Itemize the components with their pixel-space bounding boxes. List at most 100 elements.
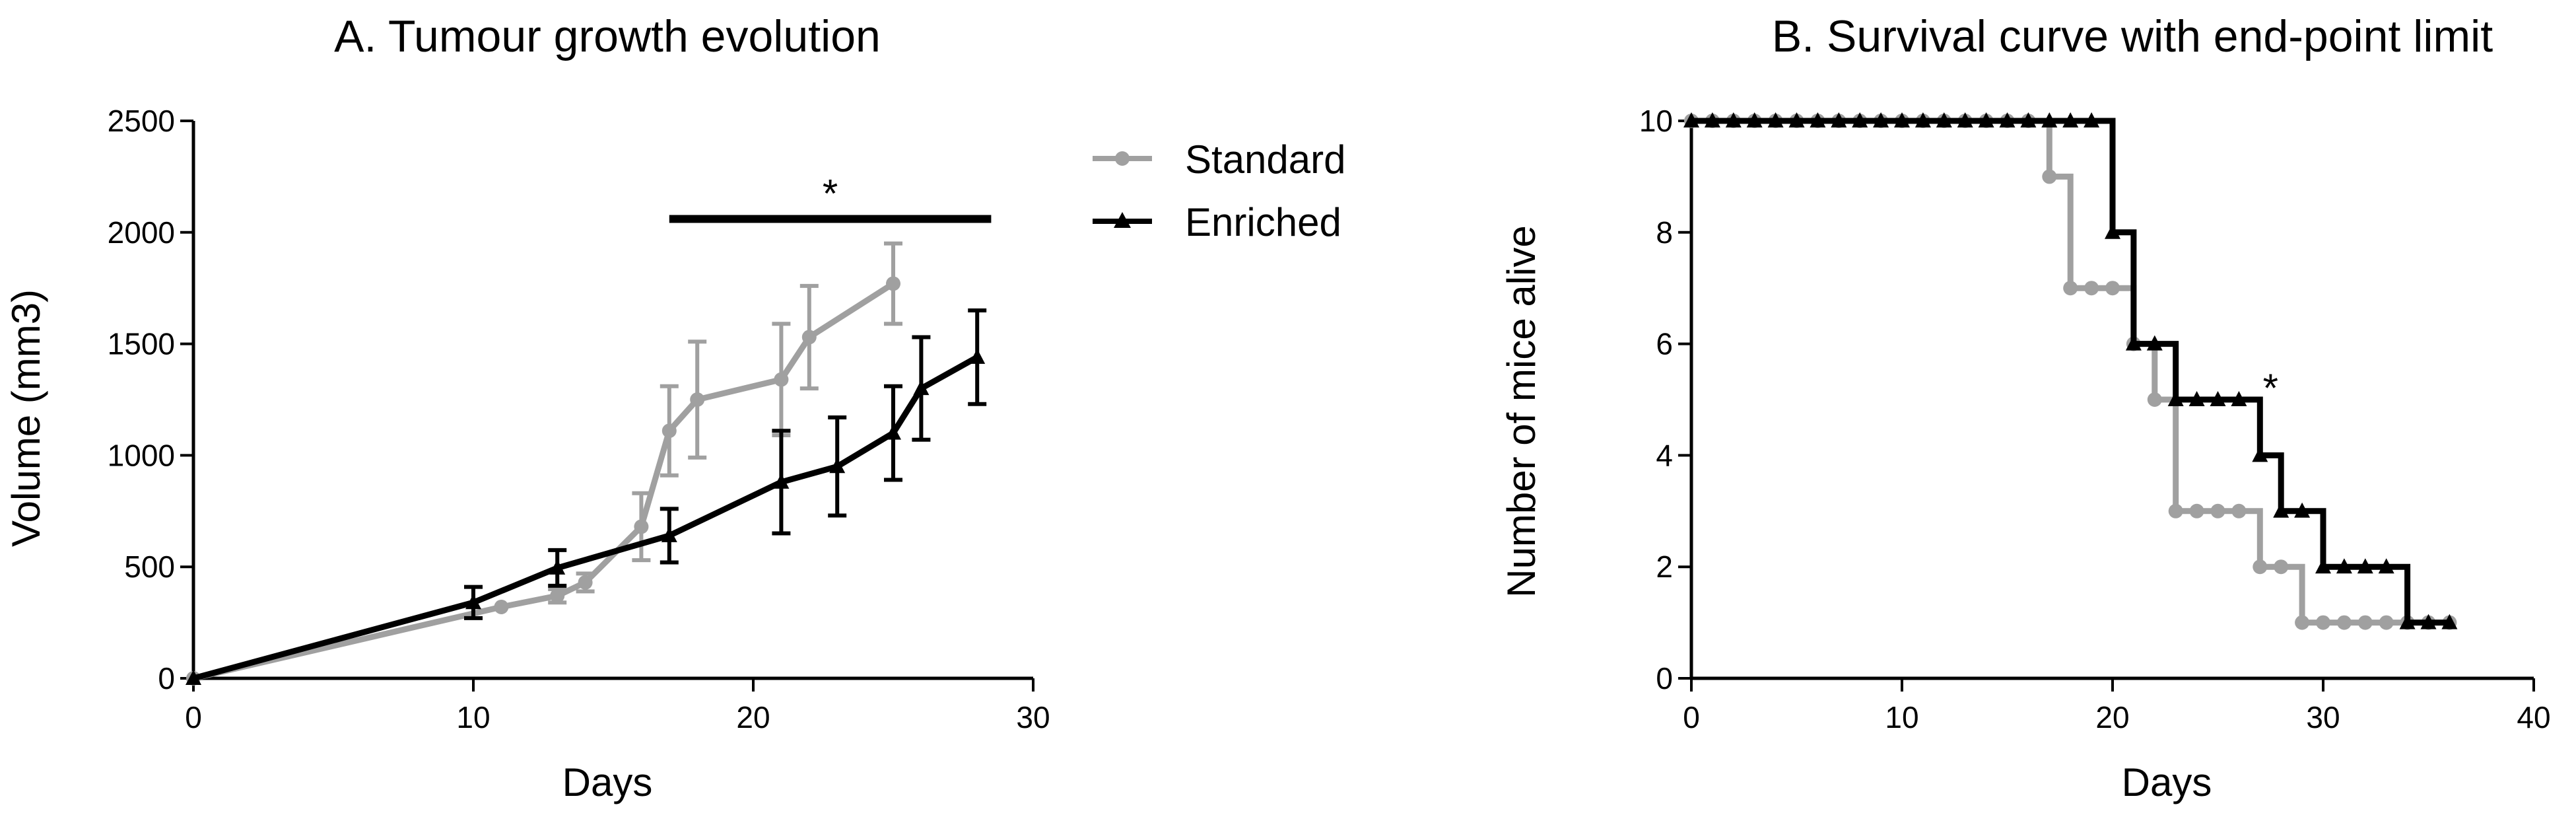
panel-a-y-tick-label: 1500 bbox=[108, 327, 175, 361]
panel-a-point-enriched bbox=[773, 473, 790, 489]
panel-a-point-enriched bbox=[885, 424, 901, 440]
panel-b-point-standard bbox=[2084, 281, 2099, 296]
panel-b-point-enriched bbox=[2315, 558, 2331, 574]
panel-b-point-enriched bbox=[1831, 112, 1847, 127]
panel-a-point-enriched bbox=[829, 458, 846, 474]
panel-a-title: A. Tumour growth evolution bbox=[334, 11, 881, 61]
panel-a-point-standard bbox=[690, 392, 705, 407]
panel-a-point-standard bbox=[801, 330, 817, 345]
panel-b-line-standard bbox=[1691, 118, 2450, 626]
panel-a-point-standard bbox=[578, 575, 593, 590]
panel-b-point-enriched bbox=[2084, 112, 2100, 127]
panel-b-point-standard bbox=[2063, 281, 2078, 296]
panel-b-point-standard bbox=[2147, 392, 2162, 407]
panel-b-x-axis-label: Days bbox=[2122, 760, 2212, 804]
panel-a-x-tick-label: 0 bbox=[185, 700, 202, 734]
panel-a-y-tick-label: 0 bbox=[158, 661, 175, 695]
panel-b-point-enriched bbox=[2399, 614, 2416, 629]
panel-a-y-axis-label: Volume (mm3) bbox=[4, 289, 48, 547]
panel-b-point-enriched bbox=[2062, 112, 2079, 127]
panel-a-tumour-growth: A. Tumour growth evolution Volume (mm3) … bbox=[4, 11, 1050, 804]
panel-b-point-enriched bbox=[2041, 112, 2058, 127]
panel-b-point-enriched bbox=[1978, 112, 1994, 127]
panel-b-point-enriched bbox=[1957, 112, 1973, 127]
panel-b-point-enriched bbox=[2146, 335, 2163, 351]
panel-b-point-enriched bbox=[1852, 112, 1868, 127]
panel-a-point-standard bbox=[886, 276, 900, 291]
panel-b-point-enriched bbox=[2273, 502, 2289, 518]
panel-b-point-standard bbox=[2379, 615, 2394, 630]
panel-b-point-enriched bbox=[2441, 614, 2458, 629]
panel-a-x-tick-label: 30 bbox=[1016, 700, 1050, 734]
panel-b-point-enriched bbox=[2357, 558, 2373, 574]
panel-b-point-enriched bbox=[1683, 112, 1699, 127]
panel-b-point-enriched bbox=[2336, 558, 2352, 574]
panel-a-line-standard bbox=[192, 281, 895, 682]
panel-b-survival-curve: B. Survival curve with end-point limit N… bbox=[1499, 11, 2551, 804]
panel-b-y-tick-label: 8 bbox=[1656, 215, 1673, 250]
panel-b-x-tick-label: 0 bbox=[1683, 700, 1700, 734]
panel-b-y-tick-label: 10 bbox=[1639, 104, 1673, 138]
panel-a-point-standard bbox=[494, 599, 509, 614]
panel-a-y-tick-label: 2000 bbox=[108, 215, 175, 250]
panel-a-point-enriched bbox=[969, 348, 986, 364]
panel-b-point-standard bbox=[2168, 503, 2183, 518]
panel-a-point-standard bbox=[550, 588, 565, 604]
panel-b-point-enriched bbox=[2105, 223, 2120, 239]
panel-b-point-enriched bbox=[2378, 558, 2394, 574]
panel-a-point-standard bbox=[774, 372, 789, 387]
panel-a-point-enriched bbox=[186, 670, 201, 685]
panel-b-x-tick-label: 10 bbox=[1885, 700, 1918, 734]
panel-b-point-standard bbox=[2357, 615, 2373, 630]
panel-b-x-tick-label: 20 bbox=[2095, 700, 2129, 734]
legend: Standard Enriched bbox=[1093, 137, 1346, 244]
legend-enriched-marker bbox=[1114, 212, 1131, 228]
legend-standard-label: Standard bbox=[1185, 137, 1346, 182]
panel-b-significance-star: * bbox=[2263, 366, 2278, 410]
panel-b-x-tick-label: 40 bbox=[2517, 700, 2550, 734]
panel-b-point-enriched bbox=[1873, 112, 1889, 127]
panel-a-x-axis-label: Days bbox=[562, 760, 653, 804]
panel-b-point-enriched bbox=[1915, 112, 1931, 127]
panel-b-point-enriched bbox=[1767, 112, 1784, 127]
panel-a-x-tick-label: 10 bbox=[456, 700, 490, 734]
panel-b-point-enriched bbox=[2420, 614, 2437, 629]
panel-b-point-enriched bbox=[2020, 112, 2037, 127]
panel-b-point-enriched bbox=[1725, 112, 1742, 127]
panel-b-y-tick-label: 4 bbox=[1656, 438, 1673, 472]
panel-a-point-enriched bbox=[549, 559, 566, 575]
legend-item-enriched: Enriched bbox=[1093, 200, 1341, 244]
panel-b-y-tick-label: 0 bbox=[1656, 661, 1673, 695]
panel-b-y-axis-label: Number of mice alive bbox=[1499, 225, 1543, 598]
panel-b-point-enriched bbox=[1936, 112, 1952, 127]
panel-a-point-standard bbox=[661, 423, 677, 439]
panel-b-point-enriched bbox=[2210, 391, 2226, 406]
panel-b-point-enriched bbox=[1810, 112, 1826, 127]
panel-a-point-enriched bbox=[661, 526, 677, 542]
panel-a-y-tick-label: 1000 bbox=[108, 438, 175, 472]
panel-b-axes: 0 2 4 6 8 10 0 10 20 30 40 bbox=[1639, 104, 2551, 734]
legend-standard-marker bbox=[1115, 151, 1130, 166]
panel-b-title: B. Survival curve with end-point limit bbox=[1772, 11, 2493, 61]
panel-b-point-enriched bbox=[2231, 391, 2247, 406]
panel-b-point-standard bbox=[2295, 615, 2310, 630]
panel-a-significance-star: * bbox=[823, 172, 838, 216]
panel-b-point-standard bbox=[2042, 169, 2057, 184]
panel-b-point-enriched bbox=[1999, 112, 2016, 127]
panel-b-point-enriched bbox=[2252, 446, 2268, 462]
panel-b-point-standard bbox=[2105, 281, 2120, 296]
panel-b-point-enriched bbox=[2125, 335, 2142, 351]
panel-b-plot-area bbox=[1683, 112, 2458, 630]
panel-b-point-standard bbox=[2274, 559, 2289, 575]
panel-b-point-standard bbox=[2231, 503, 2247, 518]
panel-b-point-enriched bbox=[2167, 391, 2184, 406]
panel-b-y-tick-label: 2 bbox=[1656, 550, 1673, 584]
panel-a-point-standard bbox=[634, 519, 649, 534]
panel-a-point-enriched bbox=[465, 594, 481, 610]
panel-b-point-enriched bbox=[2188, 391, 2205, 406]
panel-b-point-standard bbox=[2253, 559, 2268, 575]
panel-a-axes: 0 500 1000 1500 2000 2500 0 10 20 30 bbox=[108, 104, 1050, 734]
panel-b-point-enriched bbox=[2294, 502, 2311, 518]
panel-b-point-enriched bbox=[1894, 112, 1910, 127]
